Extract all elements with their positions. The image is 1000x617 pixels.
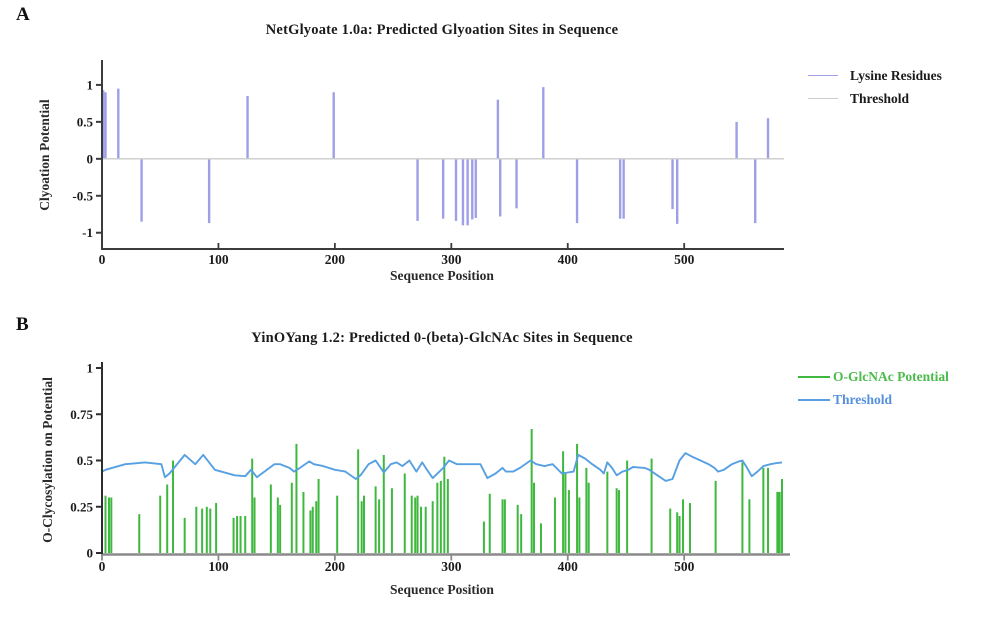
svg-text:500: 500 xyxy=(674,559,695,574)
svg-text:0: 0 xyxy=(87,546,94,561)
chart-a-title: NetGlyoate 1.0a: Predicted Glyoation Sit… xyxy=(265,22,619,38)
legend-item-threshold-b: Threshold xyxy=(798,388,949,411)
svg-text:100: 100 xyxy=(208,252,229,267)
svg-text:100: 100 xyxy=(208,559,229,574)
legend-label-threshold-b: Threshold xyxy=(833,391,893,407)
svg-text:200: 200 xyxy=(325,559,346,574)
lysine-residues-line-swatch xyxy=(808,75,838,76)
oglcnac-potential-line-swatch xyxy=(798,375,830,378)
svg-text:0.25: 0.25 xyxy=(70,499,93,514)
svg-text:400: 400 xyxy=(558,252,579,267)
threshold-line-swatch-a xyxy=(808,98,838,99)
svg-text:-1: -1 xyxy=(82,225,93,240)
yinoyang-bar-series xyxy=(104,429,783,553)
svg-text:-0.5: -0.5 xyxy=(72,188,93,203)
yinoyang-line-series xyxy=(101,452,783,482)
panel-b-label: B xyxy=(16,314,29,335)
svg-text:300: 300 xyxy=(441,252,462,267)
svg-text:300: 300 xyxy=(441,559,462,574)
svg-text:0.5: 0.5 xyxy=(77,114,94,129)
svg-text:0: 0 xyxy=(87,151,94,166)
yinoyang-axes: 1 0.75 0.5 0.25 00 100 200 300 400 500 xyxy=(70,361,790,574)
chart-a-legend: Lysine Residues Threshold xyxy=(808,64,942,110)
panel-a-label: A xyxy=(16,4,30,25)
legend-label-threshold-a: Threshold xyxy=(850,90,910,106)
svg-text:0: 0 xyxy=(99,559,106,574)
threshold-line-swatch-b xyxy=(798,398,830,401)
netglycate-bar-series xyxy=(101,87,770,226)
chart-a-x-axis-label: Sequence Position xyxy=(390,268,494,283)
chart-b-legend: O-GlcNAc Potential Threshold xyxy=(798,365,949,411)
svg-text:0.75: 0.75 xyxy=(70,407,93,422)
svg-text:500: 500 xyxy=(674,252,695,267)
chart-b-title: YinOYang 1.2: Predicted 0-(beta)-GlcNAc … xyxy=(251,330,633,346)
svg-text:400: 400 xyxy=(558,559,579,574)
svg-text:0: 0 xyxy=(99,252,106,267)
svg-text:0.5: 0.5 xyxy=(77,453,94,468)
legend-label-lysine-residues: Lysine Residues xyxy=(850,67,942,83)
legend-item-threshold-a: Threshold xyxy=(808,87,942,110)
yinoyang-plot: 1 0.75 0.5 0.25 00 100 200 300 400 500 xyxy=(70,361,790,574)
legend-label-oglcnac-potential: O-GlcNAc Potential xyxy=(833,368,949,384)
svg-text:1: 1 xyxy=(87,361,94,376)
legend-item-lysine-residues: Lysine Residues xyxy=(808,64,942,87)
svg-text:1: 1 xyxy=(87,77,94,92)
chart-b-x-axis-label: Sequence Position xyxy=(390,582,494,597)
svg-text:200: 200 xyxy=(325,252,346,267)
netglycate-axes: 1 0.5 0 -0.5 -1 0 100 200 300 400 500 xyxy=(72,60,784,267)
legend-item-oglcnac-potential: O-GlcNAc Potential xyxy=(798,365,949,388)
netglycate-plot: 1 0.5 0 -0.5 -1 0 100 200 300 400 500 xyxy=(72,60,784,267)
